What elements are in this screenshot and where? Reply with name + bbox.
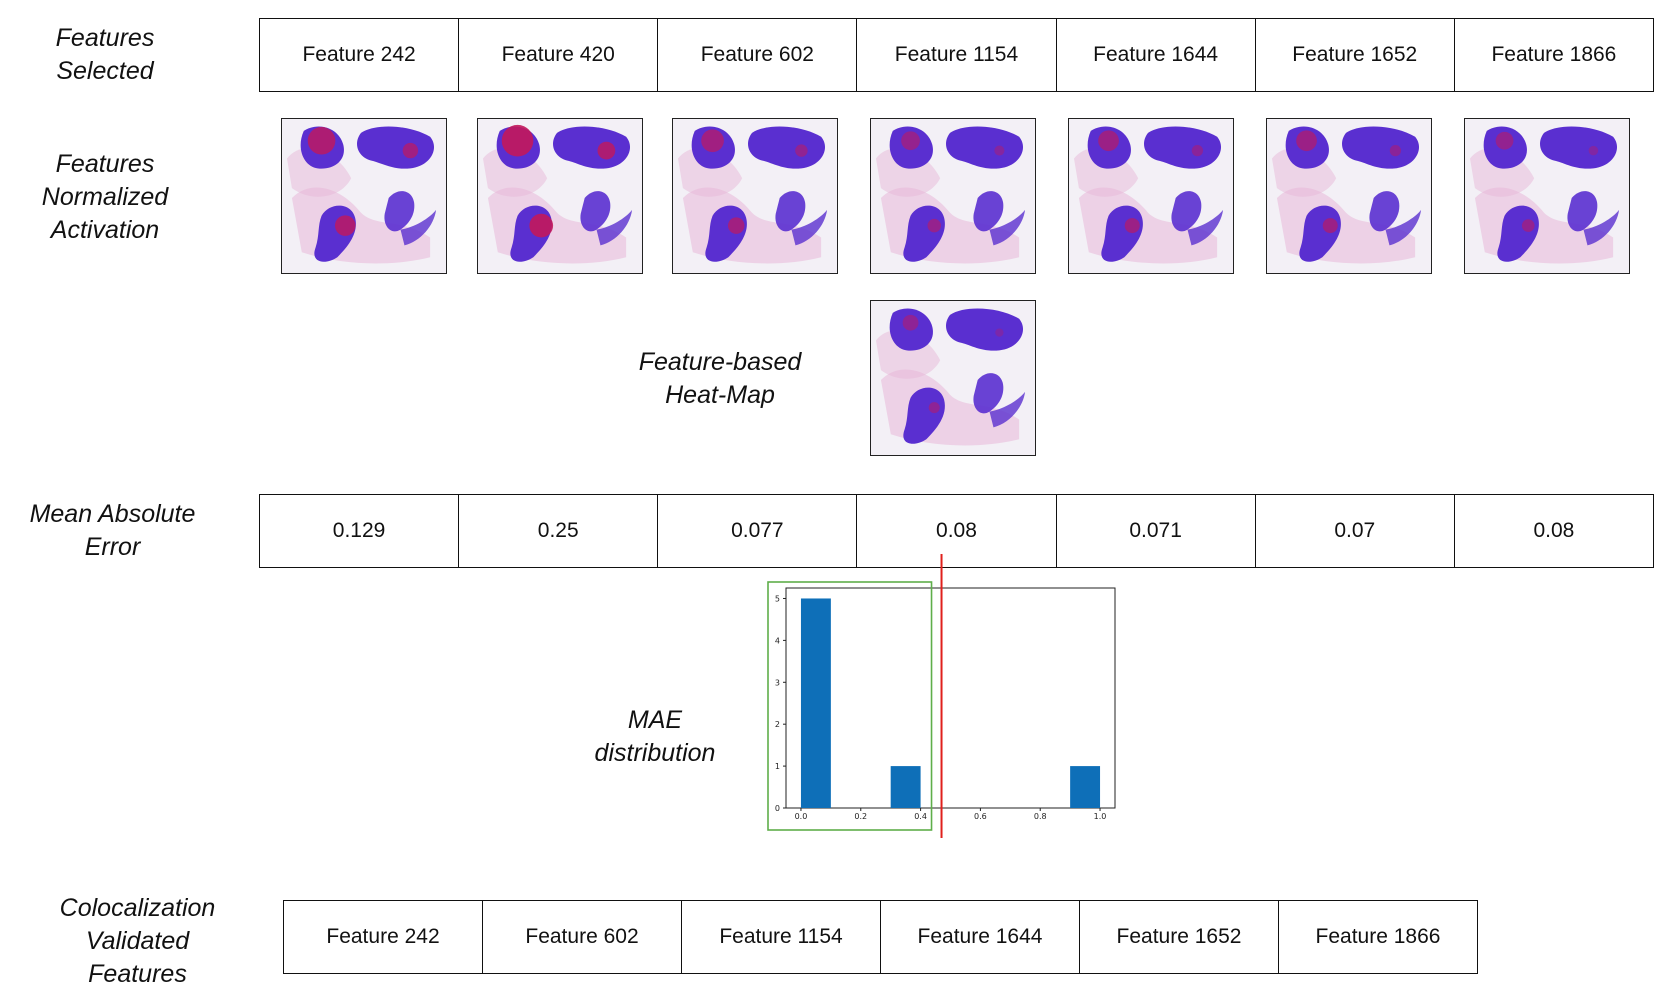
histogram-bar-2 xyxy=(1070,766,1101,808)
histogram-bar-1 xyxy=(890,766,921,808)
x-tick-label: 1.0 xyxy=(1094,812,1107,821)
feature-cell: Feature 1154 xyxy=(857,19,1057,91)
mae-cell: 0.07 xyxy=(1256,495,1455,567)
feature-cell: Feature 602 xyxy=(658,19,858,91)
label-mean-absolute-error: Mean Absolute Error xyxy=(29,500,196,561)
plot-area-frame xyxy=(785,587,1116,809)
heatmap-thumbnail xyxy=(870,300,1036,456)
activation-thumbnail xyxy=(1266,118,1432,274)
activation-thumbnail xyxy=(1464,118,1630,274)
mae-values-row: 0.129 0.25 0.077 0.08 0.071 0.07 0.08 xyxy=(259,494,1654,568)
histogram-bar-0 xyxy=(800,598,831,808)
feature-cell: Feature 1644 xyxy=(1057,19,1256,91)
feature-cell: Feature 1866 xyxy=(1491,43,1617,66)
mae-cell: 0.129 xyxy=(260,495,460,567)
validated-feature-cell: Feature 602 xyxy=(483,901,682,973)
x-tick-label: 0.8 xyxy=(1034,812,1047,821)
validated-features-row: Feature 242 Feature 602 Feature 1154 Fea… xyxy=(283,900,1478,974)
mae-cell: 0.077 xyxy=(658,495,858,567)
mae-cell: 0.08 xyxy=(857,495,1057,567)
activation-thumbnail xyxy=(672,118,838,274)
x-tick-label: 0.6 xyxy=(974,812,987,821)
validated-feature-cell: Feature 1644 xyxy=(881,901,1080,973)
mae-cell: 0.25 xyxy=(459,495,659,567)
features-selected-row: Feature 242 Feature 420 Feature 602 Feat… xyxy=(259,18,1654,92)
mae-distribution-chart: 0.0 0.2 0.4 0.6 0.8 1.0 0 1 2 3 4 5 xyxy=(767,554,1116,838)
validated-feature-cell: Feature 1866 xyxy=(1315,925,1441,948)
feature-cell: Feature 242 xyxy=(260,19,460,91)
mae-cell: 0.08 xyxy=(1533,519,1575,542)
label-features-selected: Features Selected xyxy=(55,24,155,85)
validated-feature-cell: Feature 1154 xyxy=(682,901,881,973)
feature-cell: Feature 1652 xyxy=(1256,19,1455,91)
x-tick-label: 0.2 xyxy=(854,812,867,821)
feature-cell: Feature 420 xyxy=(459,19,659,91)
y-tick-label: 5 xyxy=(775,594,780,603)
y-tick-label: 1 xyxy=(775,762,780,771)
label-colocalization: Colocalization Validated Features xyxy=(59,894,216,988)
mae-cell: 0.071 xyxy=(1057,495,1256,567)
activation-thumbnail xyxy=(281,118,447,274)
x-tick-label: 0.4 xyxy=(914,812,927,821)
y-tick-label: 3 xyxy=(775,678,780,687)
validated-feature-cell: Feature 1652 xyxy=(1080,901,1279,973)
label-heatmap: Feature-based Heat-Map xyxy=(638,348,802,409)
activation-thumbnail xyxy=(870,118,1036,274)
y-tick-label: 0 xyxy=(775,804,780,813)
label-mae-distribution: MAE distribution xyxy=(594,706,716,767)
activation-thumbnail xyxy=(1068,118,1234,274)
x-tick-label: 0.0 xyxy=(795,812,808,821)
y-tick-label: 4 xyxy=(775,636,780,645)
y-tick-label: 2 xyxy=(775,720,780,729)
activation-thumbnail xyxy=(477,118,643,274)
selection-box xyxy=(767,581,933,831)
validated-feature-cell: Feature 242 xyxy=(284,901,483,973)
label-features-normalized-activation: Features Normalized Activation xyxy=(41,150,169,244)
